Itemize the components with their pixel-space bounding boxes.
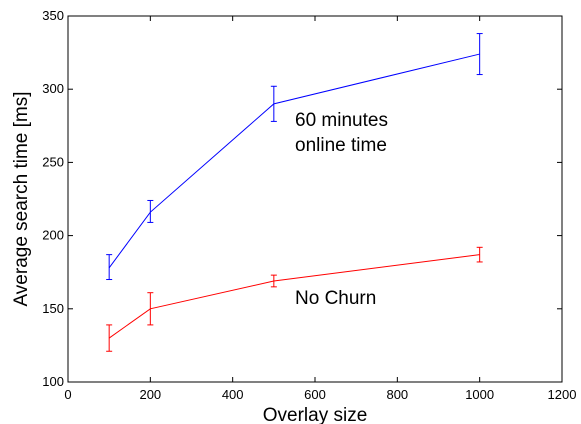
annotation-online-time: online time bbox=[295, 135, 387, 156]
error-bar bbox=[106, 324, 113, 352]
x-tick-label: 1000 bbox=[465, 387, 494, 402]
error-bar bbox=[147, 199, 154, 223]
y-axis-ticks: 100 150 200 250 300 350 bbox=[42, 8, 562, 389]
error-bar bbox=[270, 85, 277, 122]
x-tick-label: 200 bbox=[139, 387, 161, 402]
error-bar bbox=[270, 274, 277, 288]
y-tick-label: 150 bbox=[42, 301, 64, 316]
x-tick-label: 800 bbox=[386, 387, 408, 402]
annotation-no-churn: No Churn bbox=[295, 288, 376, 309]
x-tick-label: 0 bbox=[64, 387, 71, 402]
x-tick-label: 600 bbox=[304, 387, 326, 402]
y-axis-label: Average search time [ms] bbox=[11, 91, 32, 306]
x-axis-ticks: 0 200 400 600 800 1000 1200 bbox=[64, 16, 576, 402]
y-tick-label: 350 bbox=[42, 8, 64, 23]
y-tick-label: 300 bbox=[42, 81, 64, 96]
x-tick-label: 1200 bbox=[548, 387, 577, 402]
y-tick-label: 250 bbox=[42, 154, 64, 169]
error-bar bbox=[106, 254, 113, 281]
series-line bbox=[108, 53, 480, 269]
series-layer bbox=[106, 33, 483, 352]
series-line bbox=[108, 254, 480, 339]
x-tick-label: 400 bbox=[222, 387, 244, 402]
x-axis-label: Overlay size bbox=[263, 405, 368, 424]
y-tick-label: 200 bbox=[42, 228, 64, 243]
series-0 bbox=[106, 33, 483, 281]
annotation-60-minutes: 60 minutes bbox=[295, 110, 388, 131]
error-bar bbox=[147, 292, 154, 326]
error-bar bbox=[476, 33, 483, 76]
y-tick-label: 100 bbox=[42, 374, 64, 389]
error-bar bbox=[476, 246, 483, 263]
plot-area bbox=[67, 15, 563, 383]
series-1 bbox=[106, 246, 483, 352]
